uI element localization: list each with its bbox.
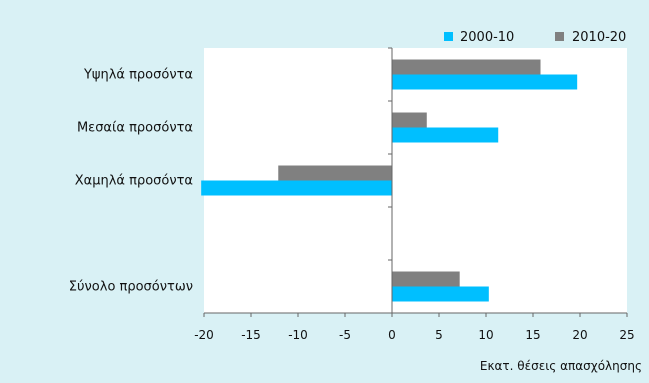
- legend-label-2010-20: 2010-20: [572, 30, 626, 45]
- bar-2000-10-1: [392, 127, 499, 143]
- x-tick-label: -20: [194, 328, 214, 342]
- x-ticks-layer: -20 -15 -10 -5 0 5 10 15 20 25: [194, 313, 635, 342]
- category-labels-layer: Υψηλά προσόντα Μεσαία προσόντα Χαμηλά προσ…: [69, 68, 193, 295]
- legend-label-2000-10: 2000-10: [460, 30, 514, 45]
- y-ticks-layer: [388, 47, 392, 314]
- x-tick-label: 10: [478, 328, 493, 342]
- x-tick-label: -5: [339, 328, 351, 342]
- x-axis-title: Εκατ. θέσεις απασχόλησης: [480, 359, 642, 373]
- category-label: Μεσαία προσόντα: [77, 121, 193, 136]
- legend-swatch-2000-10: [444, 32, 453, 41]
- legend: 2000-10 2010-20: [444, 30, 626, 45]
- x-tick-label: 5: [435, 328, 443, 342]
- bar-2000-10-2: [201, 180, 392, 196]
- x-tick-label: 25: [619, 328, 634, 342]
- category-label: Χαμηλά προσόντα: [75, 174, 193, 189]
- bar-2010-20-1: [392, 112, 427, 128]
- bar-2000-10-4: [392, 286, 489, 302]
- bar-2010-20-4: [392, 271, 460, 287]
- legend-swatch-2010-20: [555, 32, 564, 41]
- x-tick-label: -10: [288, 328, 308, 342]
- bar-2010-20-0: [392, 59, 541, 75]
- x-tick-label: -15: [241, 328, 261, 342]
- bar-2010-20-2: [278, 165, 392, 181]
- x-tick-label: 0: [388, 328, 396, 342]
- category-label: Σύνολο προσόντων: [69, 280, 193, 295]
- bars-layer: [201, 59, 578, 302]
- bar-2000-10-0: [392, 74, 578, 90]
- category-label: Υψηλά προσόντα: [83, 68, 193, 83]
- x-tick-label: 15: [525, 328, 540, 342]
- x-tick-label: 20: [572, 328, 587, 342]
